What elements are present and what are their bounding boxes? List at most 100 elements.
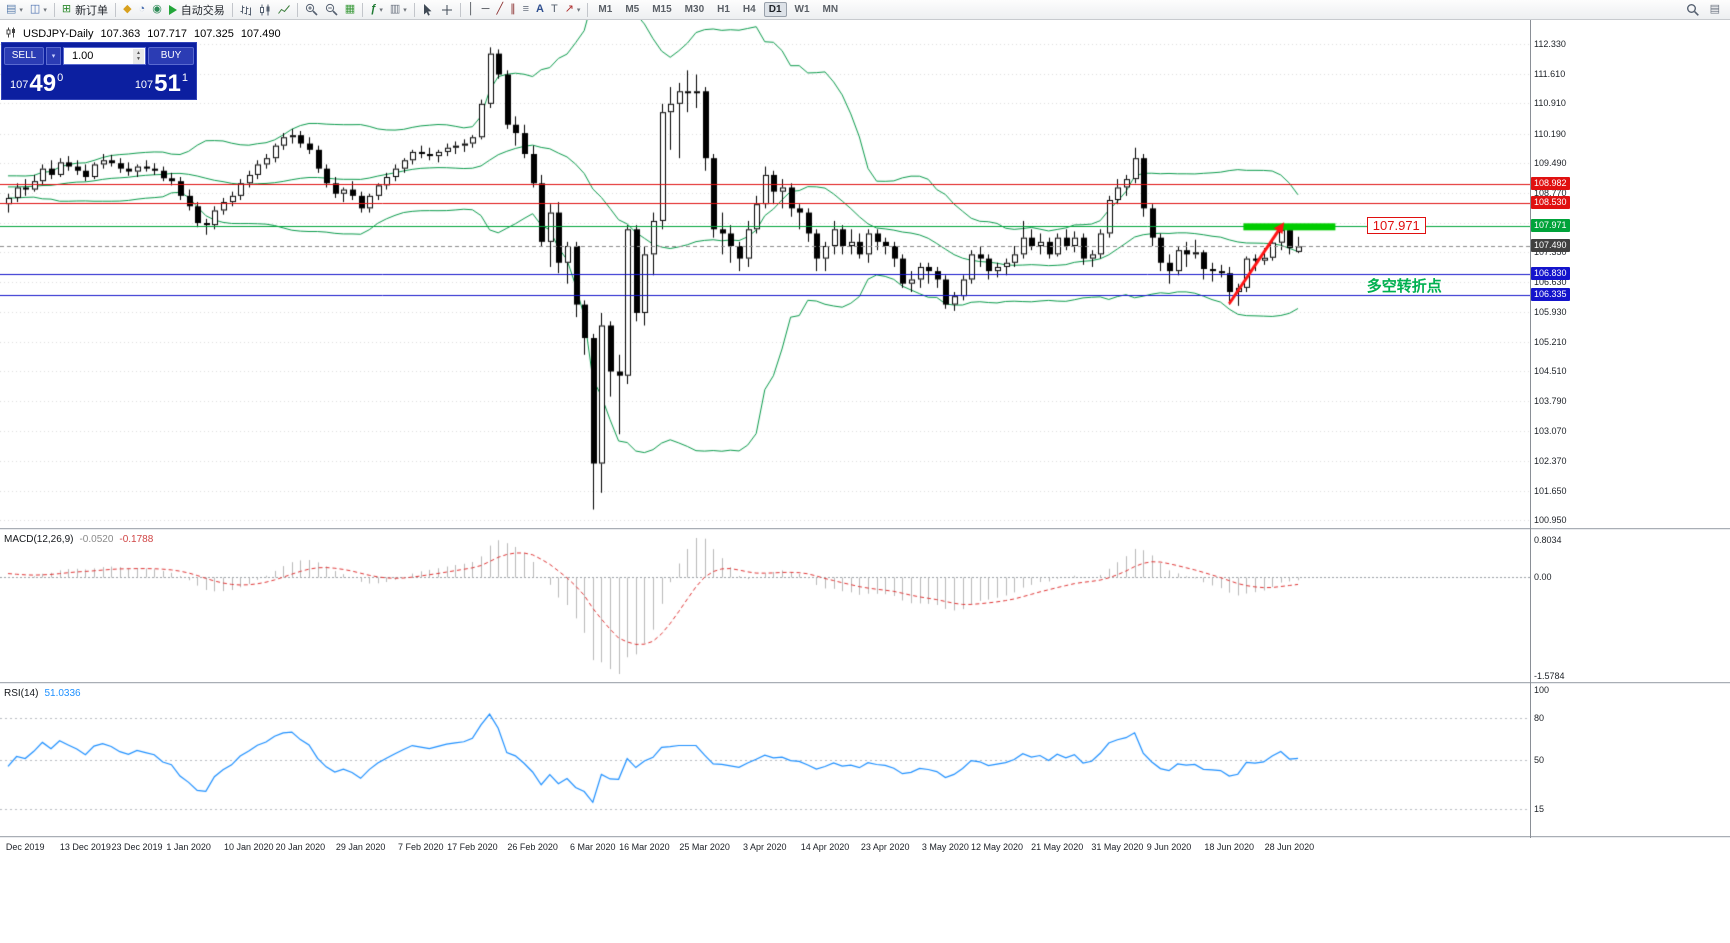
volume-spinner[interactable]: ▲ ▼ bbox=[133, 48, 144, 64]
price-tick-label: 112.330 bbox=[1534, 39, 1566, 49]
date-label: 3 Apr 2020 bbox=[743, 842, 787, 852]
layers-button[interactable]: ▤ bbox=[1707, 1, 1723, 18]
line-chart-button[interactable] bbox=[275, 1, 293, 18]
timeframe-button-d1[interactable]: D1 bbox=[763, 2, 787, 17]
volume-input[interactable]: 1.00 ▲ ▼ bbox=[63, 46, 146, 65]
bid-price[interactable]: 107 49 0 bbox=[10, 72, 63, 99]
toolbar-separator bbox=[413, 2, 415, 17]
profiles-button[interactable]: ◫ ▾ bbox=[27, 1, 50, 18]
date-label: 18 Jun 2020 bbox=[1204, 842, 1254, 852]
date-label: 12 May 2020 bbox=[970, 842, 1024, 852]
candlestick-mini-icon bbox=[6, 27, 16, 41]
order-type-dropdown[interactable]: ▾ bbox=[46, 46, 61, 65]
timeframe-button-m30[interactable]: M30 bbox=[684, 4, 705, 15]
toolbar-separator bbox=[231, 2, 233, 17]
bid-pipette: 0 bbox=[57, 72, 64, 84]
timeframe-button-m1[interactable]: M1 bbox=[598, 4, 613, 15]
channel-button[interactable]: ∥ bbox=[507, 1, 519, 18]
price-axis-border bbox=[1530, 20, 1531, 838]
candlestick-chart-button[interactable] bbox=[256, 1, 274, 18]
arrows-tool-button[interactable]: ↗ ▾ bbox=[562, 1, 584, 18]
sell-button[interactable]: SELL bbox=[4, 46, 44, 65]
rsi-scale-label: 50 bbox=[1534, 755, 1545, 765]
price-line-label: 106.335 bbox=[1531, 287, 1570, 301]
fibonacci-button[interactable]: ≡ bbox=[520, 1, 532, 18]
chart-window: USDJPY-Daily 107.363 107.717 107.325 107… bbox=[0, 20, 1730, 943]
label-tool-button[interactable]: T bbox=[548, 1, 561, 18]
timeframe-button-m5[interactable]: M5 bbox=[625, 4, 640, 15]
fibonacci-icon: ≡ bbox=[522, 3, 529, 15]
date-label: 31 May 2020 bbox=[1091, 842, 1144, 852]
templates-button[interactable]: ▥ ▾ bbox=[387, 1, 410, 18]
toolbar-separator bbox=[53, 2, 55, 17]
date-label: 3 May 2020 bbox=[921, 842, 969, 852]
timeframe-button-w1[interactable]: W1 bbox=[794, 4, 810, 15]
toolbar-separator bbox=[362, 2, 364, 17]
arrow-tool-icon: ↗ bbox=[564, 3, 574, 15]
zoom-out-button[interactable] bbox=[322, 1, 341, 18]
crosshair-button[interactable] bbox=[438, 1, 456, 18]
price-chart-canvas[interactable] bbox=[0, 20, 1530, 528]
date-label: 23 Apr 2020 bbox=[860, 842, 910, 852]
price-tick-label: 103.070 bbox=[1534, 426, 1567, 437]
toolbar-separator bbox=[459, 2, 461, 17]
vertical-line-button[interactable]: │ bbox=[465, 1, 478, 18]
date-label: 7 Feb 2020 bbox=[398, 842, 444, 852]
price-line-label: 106.830 bbox=[1531, 267, 1570, 281]
autotrading-label: 自动交易 bbox=[180, 4, 225, 17]
autotrading-button[interactable]: 自动交易 bbox=[166, 1, 228, 18]
search-button[interactable] bbox=[1683, 1, 1702, 18]
new-chart-icon: ▤ bbox=[6, 3, 17, 15]
rsi-scale-label: 80 bbox=[1534, 713, 1545, 723]
profiles-icon: ◫ bbox=[29, 3, 41, 15]
date-label: 13 Dec 2019 bbox=[59, 842, 111, 852]
rsi-value: 51.0336 bbox=[44, 688, 81, 699]
ask-decimals: 51 bbox=[154, 70, 181, 97]
text-tool-button[interactable]: A bbox=[533, 1, 547, 18]
resistance-level-label[interactable]: 107.971 bbox=[1366, 217, 1426, 235]
zoom-in-button[interactable] bbox=[302, 1, 321, 18]
favorites-icon: ◆ bbox=[123, 3, 132, 15]
chart-ohlc-header: USDJPY-Daily 107.363 107.717 107.325 107… bbox=[6, 27, 281, 41]
play-icon bbox=[168, 4, 177, 15]
rsi-indicator-title: RSI(14) 51.0336 bbox=[4, 688, 81, 699]
layers-icon: ▤ bbox=[1709, 3, 1720, 15]
crosshair-icon bbox=[441, 4, 453, 16]
market-info-button[interactable]: ◉ bbox=[149, 1, 165, 18]
macd-scale-label: 0.8034 bbox=[1534, 535, 1562, 545]
ask-price[interactable]: 107 51 1 bbox=[135, 72, 188, 99]
low-value: 107.325 bbox=[194, 28, 234, 40]
timeframe-button-mn[interactable]: MN bbox=[822, 4, 839, 15]
new-chart-button[interactable]: ▤ ▾ bbox=[3, 1, 26, 18]
bar-chart-icon bbox=[240, 4, 252, 16]
trendline-button[interactable]: ╱ bbox=[493, 1, 506, 18]
history-center-button[interactable]: ◔ bbox=[136, 1, 149, 18]
indicators-button[interactable]: ƒ ▾ bbox=[367, 1, 386, 18]
panel-separator[interactable] bbox=[0, 528, 1730, 530]
buy-button[interactable]: BUY bbox=[148, 46, 194, 65]
timeframe-button-m15[interactable]: M15 bbox=[652, 4, 672, 15]
rsi-panel-canvas[interactable] bbox=[0, 684, 1530, 836]
vertical-line-icon: │ bbox=[467, 3, 475, 15]
price-tick-label: 109.490 bbox=[1534, 157, 1567, 168]
date-label: 28 Jun 2020 bbox=[1264, 842, 1315, 852]
chevron-down-icon: ▾ bbox=[43, 6, 47, 14]
new-order-label: 新订单 bbox=[75, 4, 109, 17]
price-tick-label: 100.950 bbox=[1534, 515, 1567, 525]
macd-panel-canvas[interactable] bbox=[0, 530, 1530, 682]
date-label: 16 Mar 2020 bbox=[619, 842, 670, 852]
cursor-button[interactable] bbox=[419, 1, 437, 18]
annotation-note[interactable]: 多空转折点 bbox=[1366, 277, 1442, 295]
horizontal-line-button[interactable]: ─ bbox=[479, 1, 493, 18]
price-line-label: 108.530 bbox=[1531, 195, 1570, 209]
bar-chart-button[interactable] bbox=[237, 1, 255, 18]
favorites-button[interactable]: ◆ bbox=[120, 1, 134, 18]
timeframe-button-h1[interactable]: H1 bbox=[717, 4, 730, 15]
timeframe-button-h4[interactable]: H4 bbox=[742, 4, 756, 15]
tile-windows-button[interactable]: ▦ bbox=[342, 1, 358, 18]
toolbar: ▤ ▾ ◫ ▾ ⊞ 新订单 ◆ ◔ ◉ 自动交易 ▦ ƒ ▾ ▥ ▾ │ ─ ╱ ∥ ≡ … bbox=[0, 0, 1730, 20]
new-order-button[interactable]: ⊞ 新订单 bbox=[59, 1, 111, 18]
date-label: 25 Mar 2020 bbox=[679, 842, 730, 852]
panel-separator[interactable] bbox=[0, 682, 1730, 684]
spinner-up-icon: ▲ bbox=[136, 50, 141, 56]
